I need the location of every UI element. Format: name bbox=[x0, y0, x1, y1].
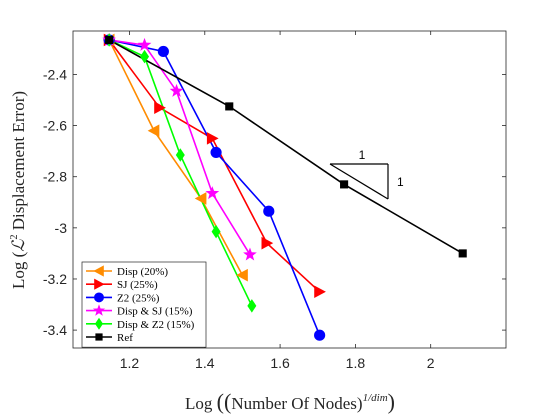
triangle-right-marker bbox=[154, 101, 166, 114]
y-axis-label: Log (ℒ2 Displacement Error) bbox=[9, 91, 28, 289]
slope-vertical-label: 1 bbox=[397, 175, 404, 189]
slope-triangle-hypotenuse bbox=[329, 163, 389, 200]
square-marker bbox=[95, 333, 103, 341]
legend-box bbox=[81, 261, 207, 348]
x-tick-label: 2 bbox=[427, 355, 435, 371]
square-marker bbox=[105, 35, 114, 44]
triangle-right-marker bbox=[206, 132, 219, 145]
y-tick-label: -3.4 bbox=[43, 322, 67, 338]
series-line-0 bbox=[108, 39, 244, 276]
circle-marker bbox=[210, 146, 222, 159]
diamond-marker bbox=[95, 317, 103, 330]
y-tick-label: -3.2 bbox=[43, 271, 67, 287]
triangle-left-marker bbox=[93, 265, 104, 277]
triangle-right-marker bbox=[261, 236, 274, 250]
star-marker bbox=[243, 247, 257, 261]
legend-entry-label: Disp & Z2 (15%) bbox=[117, 319, 195, 331]
x-tick-label: 1.4 bbox=[195, 355, 215, 371]
circle-marker bbox=[157, 45, 169, 58]
axes: 1.2 1.4 1.6 1.8 2 -2.4 -2.6 -2.8 -3 -3.2 -3.4 bbox=[43, 30, 507, 371]
axis-labels: Log ((Number Of Nodes)1/dim) Log (ℒ2 Disp… bbox=[9, 91, 395, 414]
triangle-left-marker bbox=[147, 124, 160, 138]
square-marker bbox=[458, 249, 467, 258]
triangle-left-marker bbox=[194, 192, 207, 205]
triangle-right-marker bbox=[94, 278, 105, 290]
y-tick-label: -3 bbox=[55, 220, 68, 236]
y-tick-label: -2.6 bbox=[43, 118, 67, 134]
legend-entry-label: SJ (25%) bbox=[117, 279, 158, 291]
legend-entry-label: Ref bbox=[117, 332, 133, 344]
diamond-marker bbox=[140, 49, 150, 64]
x-tick-label: 1.2 bbox=[120, 355, 140, 371]
legend-entry-label: Disp (20%) bbox=[117, 266, 168, 278]
triangle-left-marker bbox=[236, 268, 248, 282]
legend-entry-label: Z2 (25%) bbox=[117, 292, 160, 304]
x-tick-label: 1.8 bbox=[346, 355, 366, 371]
x-axis-label: Log ((Number Of Nodes)1/dim) bbox=[185, 389, 395, 414]
y-tick-label: -2.4 bbox=[43, 66, 67, 82]
slope-horizontal-label: 1 bbox=[359, 148, 366, 162]
star-marker bbox=[205, 186, 220, 200]
star-marker bbox=[92, 304, 106, 316]
y-tick-label: -2.8 bbox=[43, 169, 67, 185]
diamond-marker bbox=[211, 224, 221, 239]
star-marker bbox=[137, 37, 152, 51]
circle-marker bbox=[263, 205, 275, 217]
circle-marker bbox=[314, 329, 326, 341]
triangle-right-marker bbox=[314, 285, 326, 299]
diamond-marker bbox=[175, 148, 185, 162]
legend: Disp (20%)SJ (25%)Z2 (25%) Disp & SJ (15%… bbox=[81, 261, 207, 348]
star-marker bbox=[169, 83, 184, 97]
slope-triangle: 11 bbox=[329, 148, 404, 200]
x-tick-label: 1.6 bbox=[270, 355, 290, 371]
legend-entry-label: Disp & SJ (15%) bbox=[117, 306, 193, 318]
square-marker bbox=[340, 180, 349, 189]
series-line-5 bbox=[108, 39, 464, 255]
square-marker bbox=[225, 102, 234, 111]
series-markers bbox=[102, 32, 467, 341]
diamond-marker bbox=[247, 299, 257, 313]
circle-marker bbox=[94, 292, 104, 303]
axes-box bbox=[72, 30, 507, 349]
